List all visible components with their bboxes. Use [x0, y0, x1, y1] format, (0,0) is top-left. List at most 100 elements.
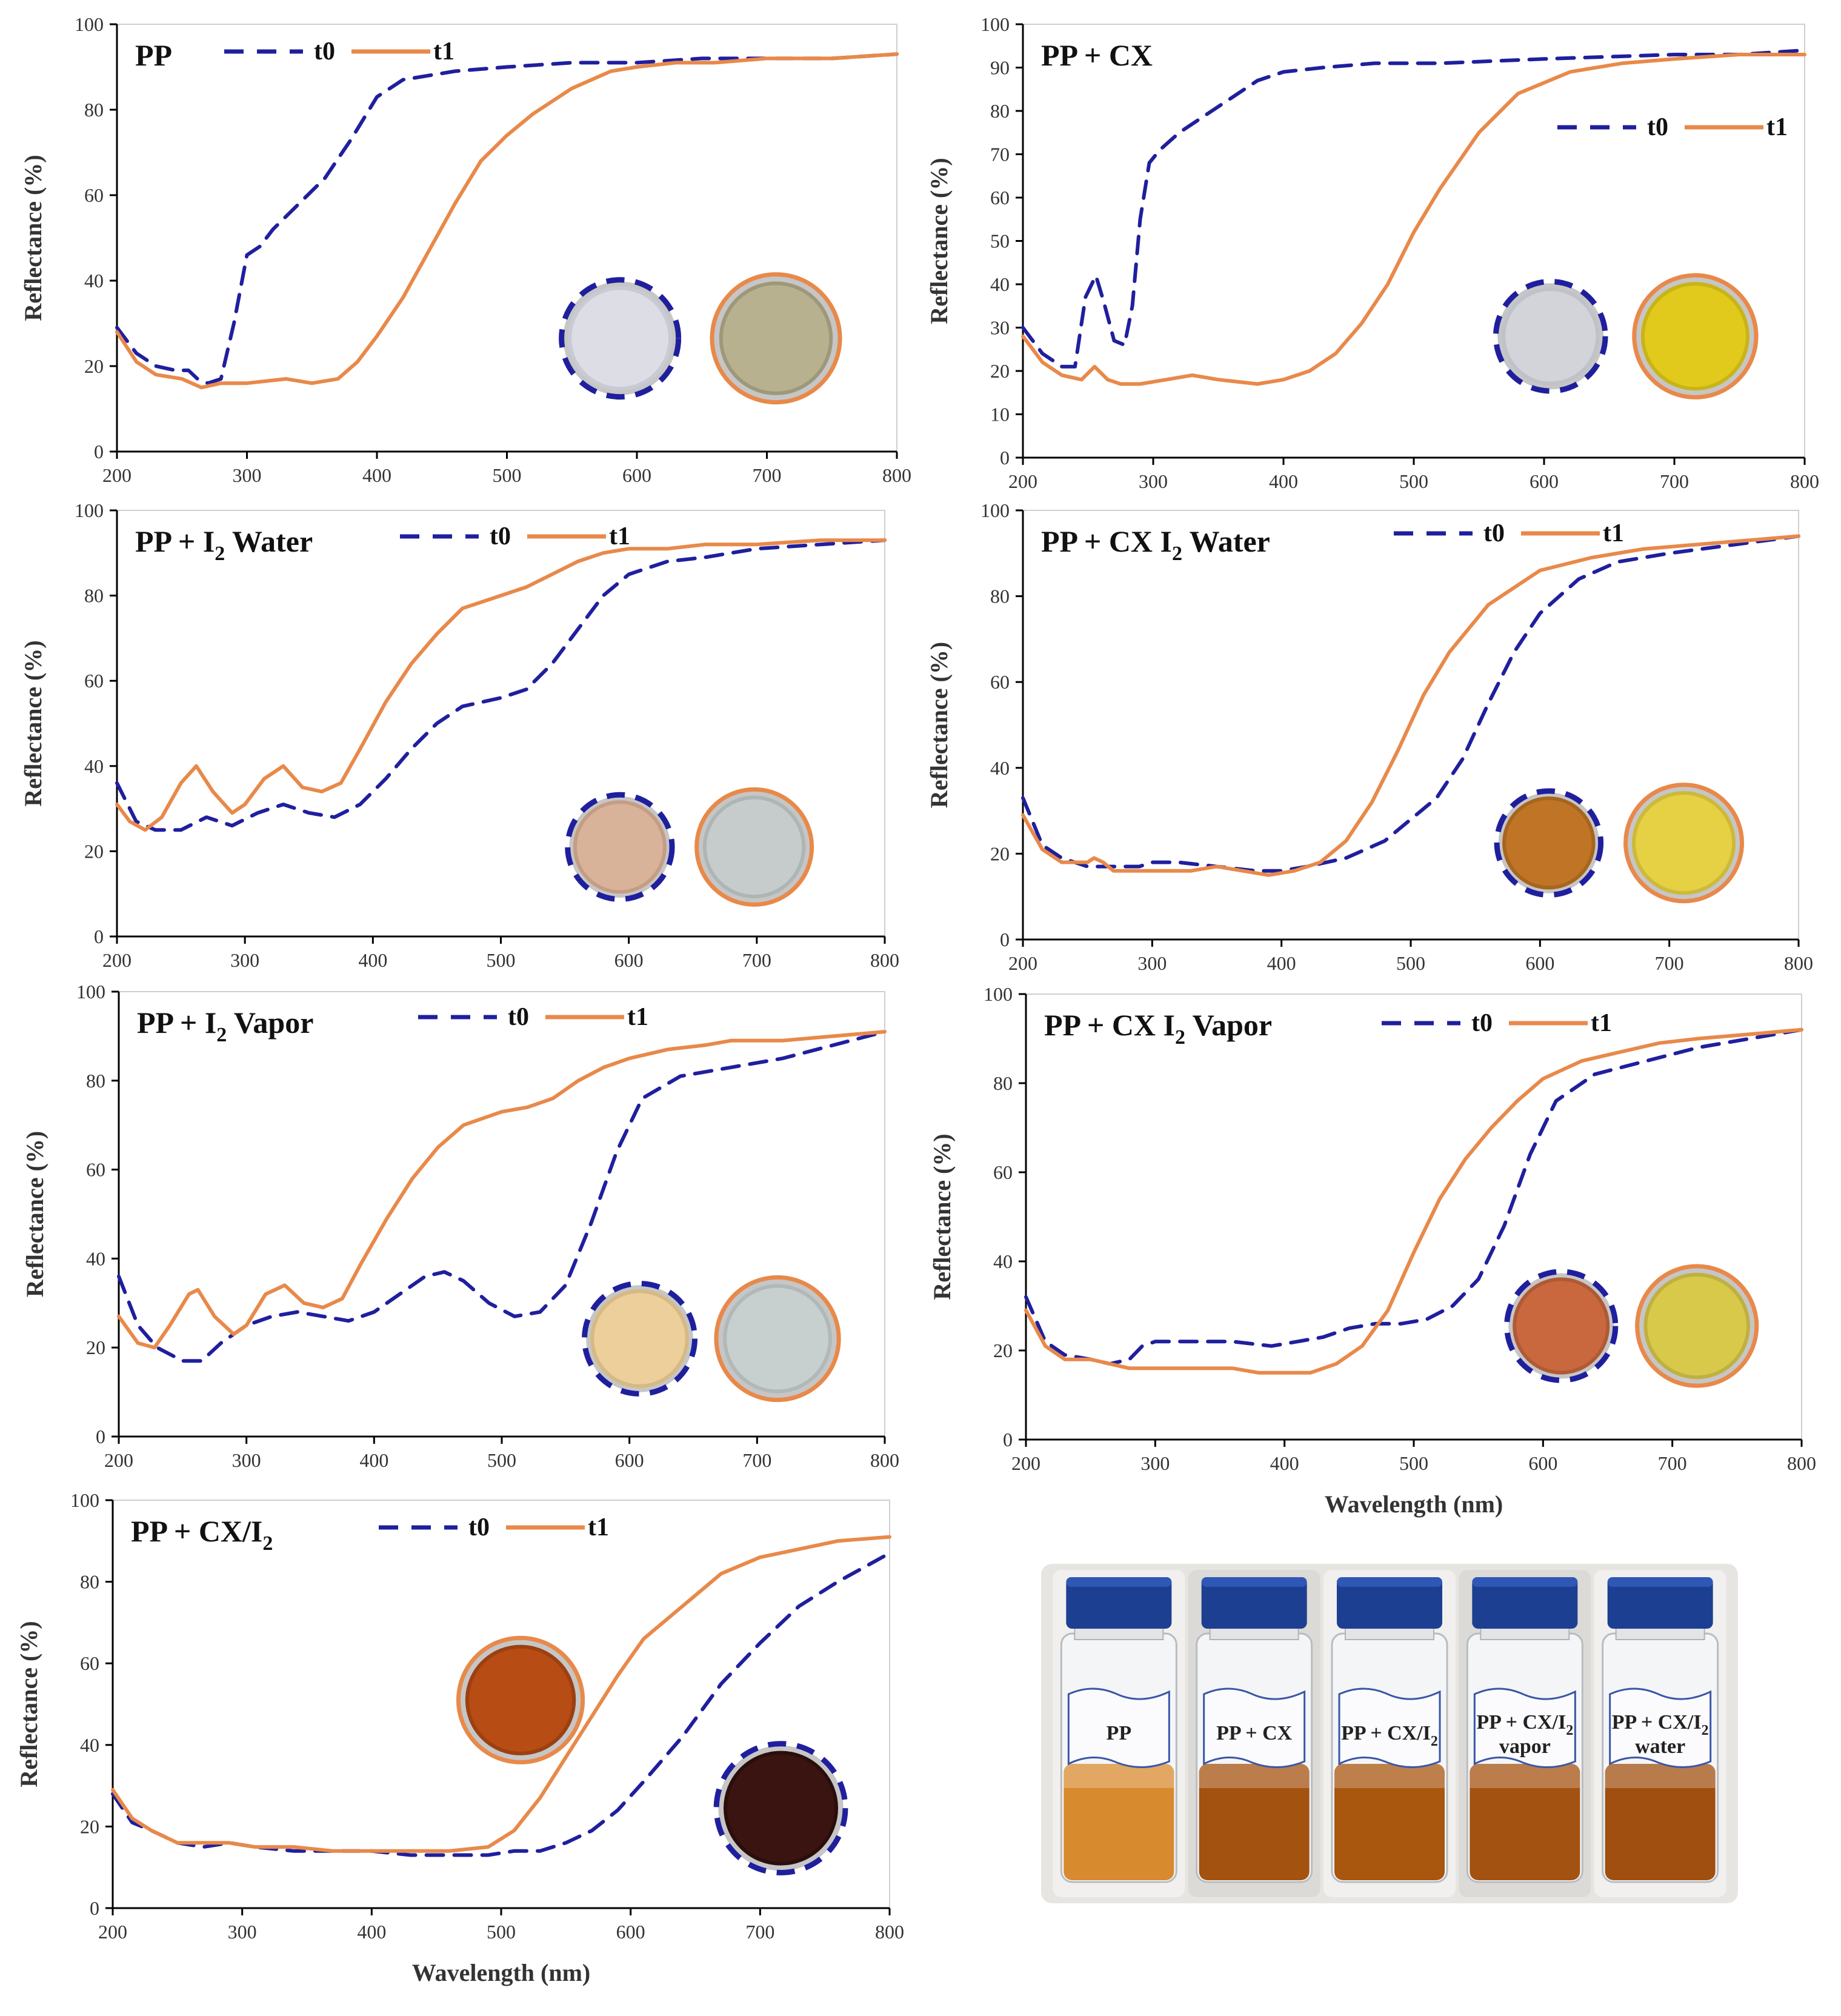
sample-surface	[702, 795, 806, 899]
y-tick-label: 0	[1000, 447, 1010, 469]
y-tick-label: 90	[990, 57, 1010, 79]
x-tick-label: 300	[233, 464, 262, 486]
y-tick-label: 20	[990, 360, 1010, 382]
vial-label: PP + CX/I2	[1476, 1711, 1573, 1738]
x-tick-label: 800	[1784, 952, 1813, 974]
vial-liquid-highlight	[1470, 1764, 1580, 1788]
sample-surface	[568, 286, 673, 391]
sample-surface	[1643, 1272, 1750, 1380]
y-tick-label: 60	[84, 184, 104, 206]
x-tick-label: 800	[1790, 470, 1819, 492]
title-tail: Water	[1182, 524, 1270, 558]
y-tick-label: 0	[94, 926, 104, 947]
legend-label-t0: t0	[490, 522, 511, 550]
title-subscript: 2	[216, 1024, 227, 1046]
y-tick-label: 0	[90, 1897, 99, 1919]
legend: t0 t1	[1382, 1009, 1612, 1037]
x-tick-label: 300	[1137, 952, 1167, 974]
legend: t0 t1	[224, 38, 454, 65]
sample-surface	[1640, 282, 1749, 391]
vial-liquid-highlight	[1605, 1764, 1716, 1788]
series-line-t0	[115, 52, 899, 386]
series-line-t0	[1021, 48, 1806, 369]
title-main: PP	[135, 38, 172, 72]
sample-ring-solid	[1635, 1264, 1759, 1388]
sample-surface	[1502, 287, 1600, 386]
vial-cap	[1472, 1577, 1578, 1629]
sample-disk-t1	[1635, 1264, 1759, 1388]
x-tick-label: 500	[493, 464, 522, 486]
legend-label-t1: t1	[1591, 1009, 1612, 1037]
vial-cap	[1201, 1577, 1307, 1629]
series-line-t1	[1021, 534, 1800, 877]
y-tick-label: 100	[980, 499, 1010, 521]
x-tick-label: 400	[359, 1449, 388, 1471]
y-tick-label: 0	[94, 441, 104, 462]
series-line-t0	[117, 1030, 887, 1363]
series-line-t1	[117, 1030, 887, 1350]
y-tick-label: 60	[990, 671, 1010, 693]
legend-label-t1: t1	[609, 522, 630, 550]
series-line-t0	[1024, 1027, 1803, 1366]
legend: t0 t1	[400, 522, 630, 550]
sample-disk-t0	[582, 1281, 698, 1397]
y-tick-label: 50	[990, 230, 1010, 252]
vial-label: PP	[1107, 1722, 1132, 1744]
chart-panel-6: 200 300 400 500 600 700 800 0 20 40 60 80 100 Reflect…	[928, 983, 1816, 1518]
vial-cap-top	[1066, 1577, 1172, 1587]
y-tick-label: 40	[993, 1250, 1013, 1272]
sample-disk-t1	[1623, 783, 1745, 904]
vial-label-main: PP + CX/I	[1341, 1722, 1431, 1744]
panel-title: PP + CX	[1041, 38, 1153, 72]
x-axis-label: Wavelength (nm)	[1325, 1490, 1503, 1518]
sample-ring-dashed	[713, 1741, 848, 1876]
vial-label: PP + CX	[1216, 1722, 1293, 1744]
vial-1: PP	[1053, 1570, 1185, 1897]
panel-title: PP + CX/I2	[131, 1514, 273, 1555]
x-axis-label: Wavelength (nm)	[412, 1959, 590, 1986]
vial-label: PP + CX/I2	[1341, 1722, 1438, 1749]
panel-title: PP + I2 Vapor	[137, 1006, 313, 1046]
series-line-t0	[1021, 534, 1800, 873]
y-axis-label: Reflectance (%)	[19, 155, 47, 321]
vial-label-main: PP	[1107, 1722, 1132, 1744]
y-tick-label: 80	[80, 1571, 99, 1593]
series-line-t0	[115, 538, 887, 832]
title-main: PP + CX I	[1041, 524, 1172, 558]
series-line-t1	[1024, 1027, 1803, 1375]
vial-liquid	[1334, 1764, 1445, 1880]
x-tick-label: 700	[742, 949, 771, 971]
y-tick-label: 100	[75, 13, 104, 35]
y-tick-label: 40	[86, 1247, 105, 1269]
y-tick-label: 60	[84, 670, 104, 692]
y-tick-label: 10	[990, 404, 1010, 426]
sample-disk-t1	[710, 272, 842, 405]
y-tick-label: 60	[990, 187, 1010, 209]
sample-ring-solid	[710, 272, 842, 405]
vial-cap-top	[1607, 1577, 1713, 1587]
vial-liquid	[1064, 1764, 1174, 1880]
x-tick-label: 600	[1530, 470, 1559, 492]
x-tick-label: 200	[1011, 1452, 1040, 1474]
vial-liquid	[1605, 1764, 1716, 1880]
title-main: PP + I	[135, 524, 215, 558]
legend: t0 t1	[379, 1514, 609, 1541]
series-line-t1	[111, 1535, 891, 1853]
y-tick-label: 0	[1000, 929, 1010, 950]
x-tick-label: 800	[1787, 1452, 1816, 1474]
vial-2: PP + CX	[1188, 1570, 1320, 1897]
title-subscript: 2	[215, 542, 225, 565]
series-line-t1	[1021, 53, 1806, 386]
x-tick-label: 800	[870, 1449, 899, 1471]
x-tick-label: 400	[1267, 952, 1296, 974]
vial-label-paper	[1338, 1687, 1441, 1768]
x-tick-label: 600	[1528, 1452, 1557, 1474]
y-axis-label: Reflectance (%)	[925, 158, 953, 324]
y-tick-label: 20	[993, 1340, 1013, 1361]
vial-label-main: PP + CX/I	[1476, 1711, 1566, 1734]
x-tick-label: 400	[362, 464, 391, 486]
y-tick-label: 0	[1003, 1429, 1013, 1450]
sample-ring-dashed	[1504, 1269, 1619, 1383]
